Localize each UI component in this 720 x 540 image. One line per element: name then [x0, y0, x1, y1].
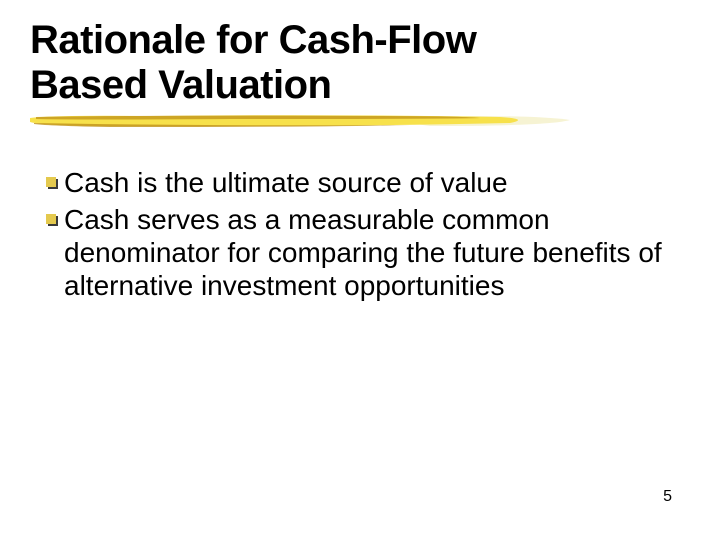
title-underline [30, 114, 690, 128]
slide: Rationale for Cash-Flow Based Valuation [0, 0, 720, 540]
slide-title-line1: Rationale for Cash-Flow [30, 18, 690, 63]
slide-title-line2: Based Valuation [30, 63, 690, 108]
list-item: Cash is the ultimate source of value [44, 166, 690, 199]
list-item: Cash serves as a measurable common denom… [44, 203, 690, 302]
page-number: 5 [663, 488, 672, 506]
brush-underline-icon [30, 114, 570, 128]
bullet-text: Cash is the ultimate source of value [64, 166, 508, 199]
square-bullet-icon [44, 172, 62, 196]
bullet-text: Cash serves as a measurable common denom… [64, 203, 690, 302]
bullet-list: Cash is the ultimate source of value Cas… [30, 166, 690, 302]
square-bullet-icon [44, 209, 62, 233]
title-block: Rationale for Cash-Flow Based Valuation [30, 18, 690, 128]
